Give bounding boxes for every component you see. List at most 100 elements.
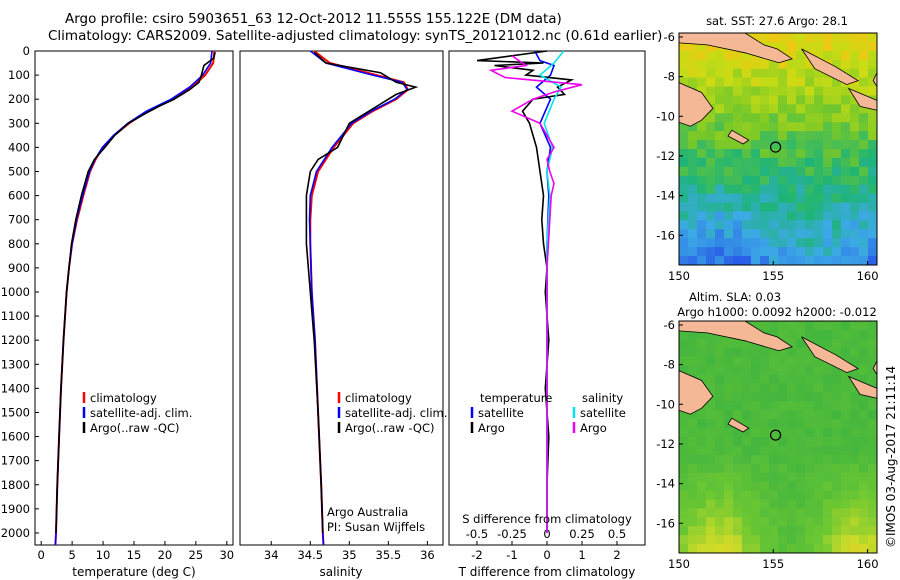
map-cell <box>805 41 815 52</box>
map-cell <box>787 338 797 349</box>
land-mass <box>801 336 860 374</box>
map-cell <box>679 247 689 257</box>
map-cell <box>715 481 725 491</box>
map-cell <box>841 166 851 177</box>
map-cell <box>742 202 752 212</box>
map-cell <box>832 472 842 483</box>
s-diff-tick-label: -0.5 <box>466 527 488 541</box>
map-cell <box>787 131 797 141</box>
map-cell <box>859 463 869 474</box>
map-cell <box>859 175 869 186</box>
map-cell <box>706 113 716 123</box>
map-cell <box>724 149 734 159</box>
map-cell <box>742 481 752 491</box>
map-cell <box>823 211 833 221</box>
map-cell <box>742 211 752 221</box>
map-cell <box>751 535 761 545</box>
map-cell <box>697 338 707 349</box>
map-cell <box>733 86 743 96</box>
map-cell <box>823 392 833 402</box>
map-cell <box>706 490 716 500</box>
map-cell <box>760 77 770 87</box>
map-cell <box>805 122 815 132</box>
map-cell <box>733 175 743 186</box>
map-cell <box>823 50 833 61</box>
temperature-tick-label: 25 <box>189 548 204 562</box>
map-cell <box>832 517 842 527</box>
depth-tick-label: 1500 <box>1 405 30 419</box>
map-cell <box>787 437 797 447</box>
map-cell <box>841 410 851 420</box>
map-cell <box>814 149 824 159</box>
map-cell <box>697 220 707 230</box>
map-cell <box>679 211 689 221</box>
map-cell <box>841 526 851 536</box>
map-cell <box>769 149 779 159</box>
map-cell <box>724 428 734 438</box>
map-cell <box>697 437 707 447</box>
map-cell <box>787 202 797 212</box>
map-cell <box>688 140 698 150</box>
lon-tick-label: 160 <box>857 269 879 283</box>
map-cell <box>850 131 860 141</box>
map-cell <box>706 41 716 52</box>
map-cell <box>814 122 824 132</box>
map-cell <box>769 526 779 536</box>
map-cell <box>697 490 707 500</box>
map-cell <box>859 131 869 141</box>
map-cell <box>832 50 842 61</box>
salinity-lines <box>305 50 419 546</box>
sla-map-axes: 150 155 160 -6 -8 -10 -12 -14 -16 <box>656 318 878 571</box>
map-cell <box>823 419 833 429</box>
credit-line-1: Argo Australia <box>327 505 408 519</box>
map-cell <box>697 508 707 518</box>
map-cell <box>760 211 770 221</box>
map-cell <box>679 256 689 266</box>
map-cell <box>868 508 878 518</box>
map-cell <box>751 193 761 203</box>
map-cell <box>733 50 743 61</box>
map-cell <box>760 347 770 358</box>
map-cell <box>733 454 743 465</box>
map-cell <box>832 229 842 239</box>
map-cell <box>697 365 707 375</box>
salinity-tick-label: 36 <box>420 548 435 562</box>
map-cell <box>733 113 743 123</box>
map-cell <box>679 238 689 248</box>
map-cell <box>688 175 698 186</box>
map-cell <box>778 535 788 545</box>
map-cell <box>796 472 806 483</box>
map-cell <box>778 410 788 420</box>
map-cell <box>805 157 815 168</box>
map-cell <box>823 220 833 230</box>
map-cell <box>715 517 725 527</box>
map-cell <box>706 419 716 429</box>
map-cell <box>859 77 869 87</box>
map-cell <box>832 526 842 536</box>
map-cell <box>724 517 734 527</box>
map-cell <box>706 508 716 518</box>
map-cell <box>697 374 707 384</box>
map-cell <box>769 410 779 420</box>
temperature-tick-label: 10 <box>96 548 111 562</box>
map-cell <box>751 356 761 367</box>
map-cell <box>859 428 869 438</box>
map-cell <box>715 166 725 177</box>
map-cell <box>688 365 698 375</box>
map-cell <box>679 68 689 79</box>
s-diff-tick-label: 0.5 <box>608 527 626 541</box>
map-cell <box>832 193 842 203</box>
map-cell <box>796 59 806 70</box>
map-cell <box>760 175 770 186</box>
map-cell <box>832 508 842 518</box>
temperature-lines <box>54 50 216 546</box>
map-cell <box>787 365 797 375</box>
map-cell <box>742 131 752 141</box>
map-cell <box>823 410 833 420</box>
map-cell <box>859 392 869 402</box>
map-cell <box>787 220 797 230</box>
legend-label: satellite-adj. clim. <box>345 406 447 420</box>
map-cell <box>796 131 806 141</box>
map-cell <box>850 544 860 554</box>
map-cell <box>805 490 815 500</box>
